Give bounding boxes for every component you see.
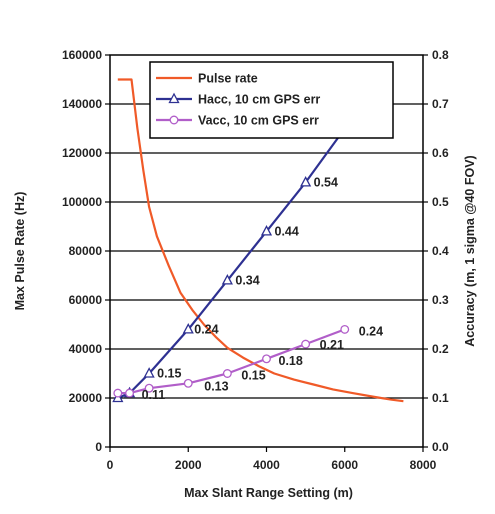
data-label: 0.24 <box>194 322 218 336</box>
series-line-2 <box>117 127 346 400</box>
x-tick-label: 2000 <box>175 458 202 472</box>
legend-label: Pulse rate <box>198 72 258 86</box>
legend-label: Vacc, 10 cm GPS err <box>198 114 319 128</box>
data-label: 0.21 <box>320 338 344 352</box>
y-right-tick-label: 0.0 <box>432 440 449 454</box>
data-label: 0.13 <box>204 379 228 393</box>
vacc-point <box>340 324 350 334</box>
y-right-tick-label: 0.4 <box>432 244 449 258</box>
y-left-tick-label: 60000 <box>69 293 103 307</box>
data-label: 0.54 <box>314 175 338 189</box>
vacc-point <box>301 339 311 349</box>
y-left-tick-label: 40000 <box>69 342 103 356</box>
x-tick-label: 8000 <box>410 458 437 472</box>
legend-marker <box>169 115 179 125</box>
legend-label: Hacc, 10 cm GPS err <box>198 93 320 107</box>
data-label: 0.24 <box>359 324 383 338</box>
y-right-tick-label: 0.5 <box>432 195 449 209</box>
y-right-tick-label: 0.8 <box>432 48 449 62</box>
grid-layer <box>110 103 423 399</box>
x-axis-title: Max Slant Range Setting (m) <box>184 486 353 500</box>
hacc-point <box>260 225 273 236</box>
data-label: 0.44 <box>275 224 299 238</box>
y-right-tick-label: 0.1 <box>432 391 449 405</box>
hacc-point <box>221 274 233 285</box>
y-right-tick-label: 0.7 <box>432 97 449 111</box>
legend-marker <box>168 92 180 104</box>
legend: Pulse rate Hacc, 10 cm GPS err Vacc, 10 cm… <box>149 61 394 139</box>
vacc-point <box>262 354 271 364</box>
data-label: 0.11 <box>142 388 166 402</box>
y-left-tick-label: 20000 <box>69 391 103 405</box>
hacc-point <box>182 323 194 334</box>
hacc-point <box>143 367 155 378</box>
y-right-axis-title: Accuracy (m, 1 sigma @40 FOV) <box>463 155 477 346</box>
y-right-tick-label: 0.3 <box>432 293 449 307</box>
vacc-point <box>125 388 135 398</box>
hacc-point <box>300 176 312 187</box>
data-label: 0.15 <box>157 367 181 381</box>
data-label: 0.18 <box>279 354 303 368</box>
vacc-point <box>144 383 154 393</box>
y-left-tick-label: 140000 <box>62 97 102 111</box>
y-left-tick-label: 80000 <box>69 244 103 258</box>
vacc-point <box>183 378 193 388</box>
vacc-point <box>222 369 232 378</box>
x-tick-label: 4000 <box>253 458 280 472</box>
y-right-tick-label: 0.2 <box>432 342 449 356</box>
series-line-1 <box>117 78 404 403</box>
ticks-layer: 0 2000 4000 6000 800002000040000600008000010… <box>62 48 449 472</box>
y-left-tick-label: 160000 <box>62 48 102 62</box>
y-left-tick-label: 120000 <box>62 146 102 160</box>
y-left-axis-title: Max Pulse Rate (Hz) <box>13 192 27 311</box>
vacc-point <box>113 388 123 398</box>
x-tick-label: 6000 <box>331 458 358 472</box>
data-label: 0.34 <box>235 273 259 287</box>
y-right-tick-label: 0.6 <box>432 146 449 160</box>
x-tick-label: 0 <box>107 458 114 472</box>
y-left-tick-label: 0 <box>95 440 102 454</box>
series-layer <box>112 78 404 403</box>
data-label: 0.15 <box>241 369 265 383</box>
y-left-tick-label: 100000 <box>62 195 102 209</box>
